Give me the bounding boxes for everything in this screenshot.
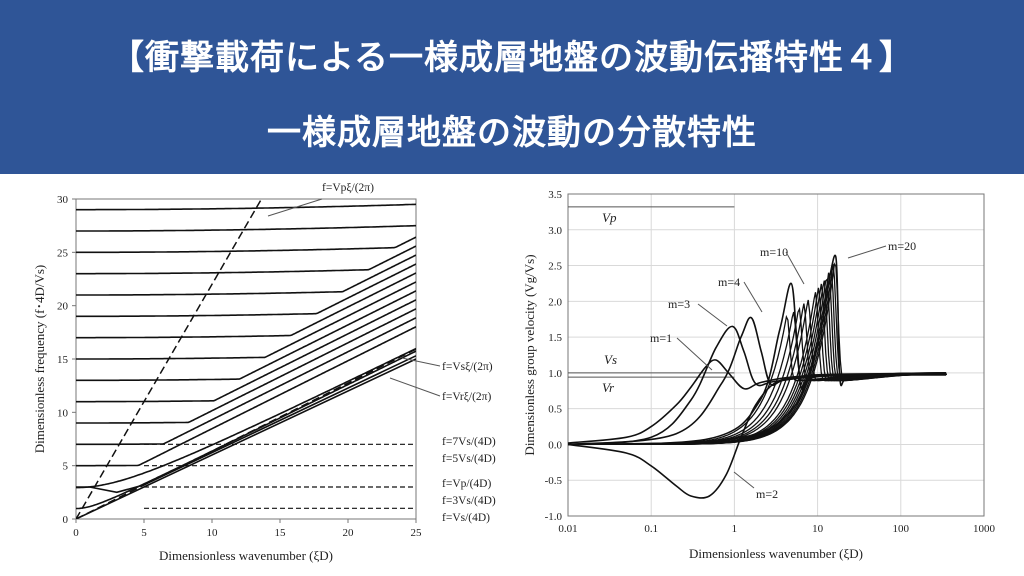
x-tick-label: 1000 (973, 523, 996, 535)
mode-curve (568, 272, 947, 446)
x-tick-label: 5 (141, 527, 147, 539)
title-banner: 【衝撃載荷による一様成層地盤の波動伝播特性４】 一様成層地盤の波動の分散特性 (0, 0, 1024, 174)
mode-curve (568, 280, 947, 446)
y-tick-label: 0.5 (548, 404, 562, 416)
x-axis-label: Dimensionless wavenumber (ξD) (159, 548, 333, 563)
y-tick-label: 30 (57, 194, 69, 206)
y-tick-label: 5 (63, 461, 69, 473)
mode-curve (568, 292, 947, 446)
series-m10 (568, 282, 947, 446)
dispersion-mode (76, 281, 416, 360)
y-axis-label: Dimensionless frequency (f･4D/Vs) (32, 265, 47, 453)
dispersion-mode (76, 224, 416, 232)
x-tick-label: 0 (73, 527, 79, 539)
dispersion-mode (76, 299, 416, 403)
y-tick-label: 0.0 (548, 439, 562, 451)
dispersion-mode (76, 236, 416, 254)
curves-right (568, 206, 947, 499)
series-m4 (568, 316, 947, 446)
frequency-wavenumber-chart: 0 5 10 15 20 25 0 5 10 15 20 25 30 Dimensionless wave… (32, 182, 496, 563)
mode-curve (568, 311, 947, 446)
annotation-leader (389, 377, 441, 397)
mode-curve (568, 283, 947, 446)
dispersion-mode (76, 350, 416, 510)
y-tick-label: 15 (57, 354, 69, 366)
plot-area-right (567, 193, 985, 517)
y-tick-label: -0.5 (545, 475, 563, 487)
y-tick-label: 0 (63, 514, 69, 526)
annotation-label: f=Vpξ/(2π) (322, 182, 374, 194)
dispersion-mode (76, 263, 416, 318)
annotation-label: f=7Vs/(4D) (442, 436, 496, 448)
y-tick-label: 2.5 (548, 261, 562, 273)
dispersion-mode (76, 203, 416, 211)
series-label: m=3 (668, 297, 690, 311)
annotation-label: f=3Vs/(4D) (442, 495, 496, 507)
annotation-label: f=Vs/(4D) (442, 512, 490, 524)
series-label-leader (733, 471, 755, 489)
y-tick-label: 1.0 (548, 368, 562, 380)
series-label: m=1 (650, 331, 672, 345)
dispersion-mode (76, 317, 416, 446)
y-tick-label: 3.0 (548, 225, 562, 237)
y-tick-label: 20 (57, 301, 69, 313)
dispersion-mode (76, 347, 416, 489)
series-label: m=2 (756, 487, 778, 501)
x-tick-label: 10 (812, 523, 824, 535)
curves-left (76, 199, 416, 519)
series-label-leader (743, 281, 763, 313)
x-tick-label: 1 (732, 523, 738, 535)
dispersion-mode (76, 254, 416, 296)
y-tick-label: 3.5 (548, 189, 562, 201)
annotation-label: f=Vp/(4D) (442, 478, 491, 490)
annotation-label: f=Vrξ/(2π) (442, 391, 491, 403)
series-m2 (568, 372, 947, 499)
series-label-leader (697, 303, 728, 327)
y-tick-label: 2.0 (548, 296, 562, 308)
reference-label: Vs (604, 352, 617, 367)
series-m20 (568, 254, 947, 446)
y-tick-label: 10 (57, 407, 69, 419)
dispersion-mode (76, 308, 416, 424)
annotation-label: f=Vsξ/(2π) (442, 361, 493, 373)
x-tick-label: 0.1 (644, 523, 658, 535)
dispersion-mode (76, 325, 416, 467)
series-label-leader (785, 251, 805, 285)
x-tick-label: 10 (207, 527, 219, 539)
group-velocity-chart: 0.01 0.1 1 10 100 1000 -1.0 -0.5 0.0 0.5 1.0 1.5 2.0… (522, 189, 996, 561)
dispersion-mode (76, 290, 416, 382)
series-label-leader (847, 245, 887, 259)
y-axis-label: Dimensionless group velocity (Vg/Vs) (522, 254, 537, 455)
x-tick-label: 25 (411, 527, 423, 539)
dispersion-mode (76, 245, 416, 275)
x-tick-label: 100 (893, 523, 910, 535)
y-tick-label: -1.0 (545, 511, 563, 523)
series-label: m=4 (718, 275, 740, 289)
vr-line (76, 358, 416, 519)
vs-line (76, 348, 416, 519)
x-tick-label: 20 (343, 527, 355, 539)
y-tick-label: 1.5 (548, 332, 562, 344)
annotation-leader (401, 357, 441, 367)
series-label-leader (676, 337, 713, 371)
series-label: m=10 (760, 245, 788, 259)
x-tick-label: 0.01 (558, 523, 577, 535)
annotation-leader (267, 198, 323, 217)
reference-label: Vr (602, 380, 615, 395)
page-subtitle: 一様成層地盤の波動の分散特性 (267, 113, 757, 153)
reference-label: Vp (602, 210, 617, 225)
x-axis-label: Dimensionless wavenumber (ξD) (689, 546, 863, 561)
dispersion-mode (76, 272, 416, 339)
annotation-label: f=5Vs/(4D) (442, 453, 496, 465)
page-title: 【衝撃載荷による一様成層地盤の波動伝播特性４】 (110, 38, 914, 78)
x-tick-label: 15 (275, 527, 287, 539)
series-label: m=20 (888, 239, 916, 253)
mode-curve (568, 287, 947, 446)
y-tick-label: 25 (57, 247, 69, 259)
